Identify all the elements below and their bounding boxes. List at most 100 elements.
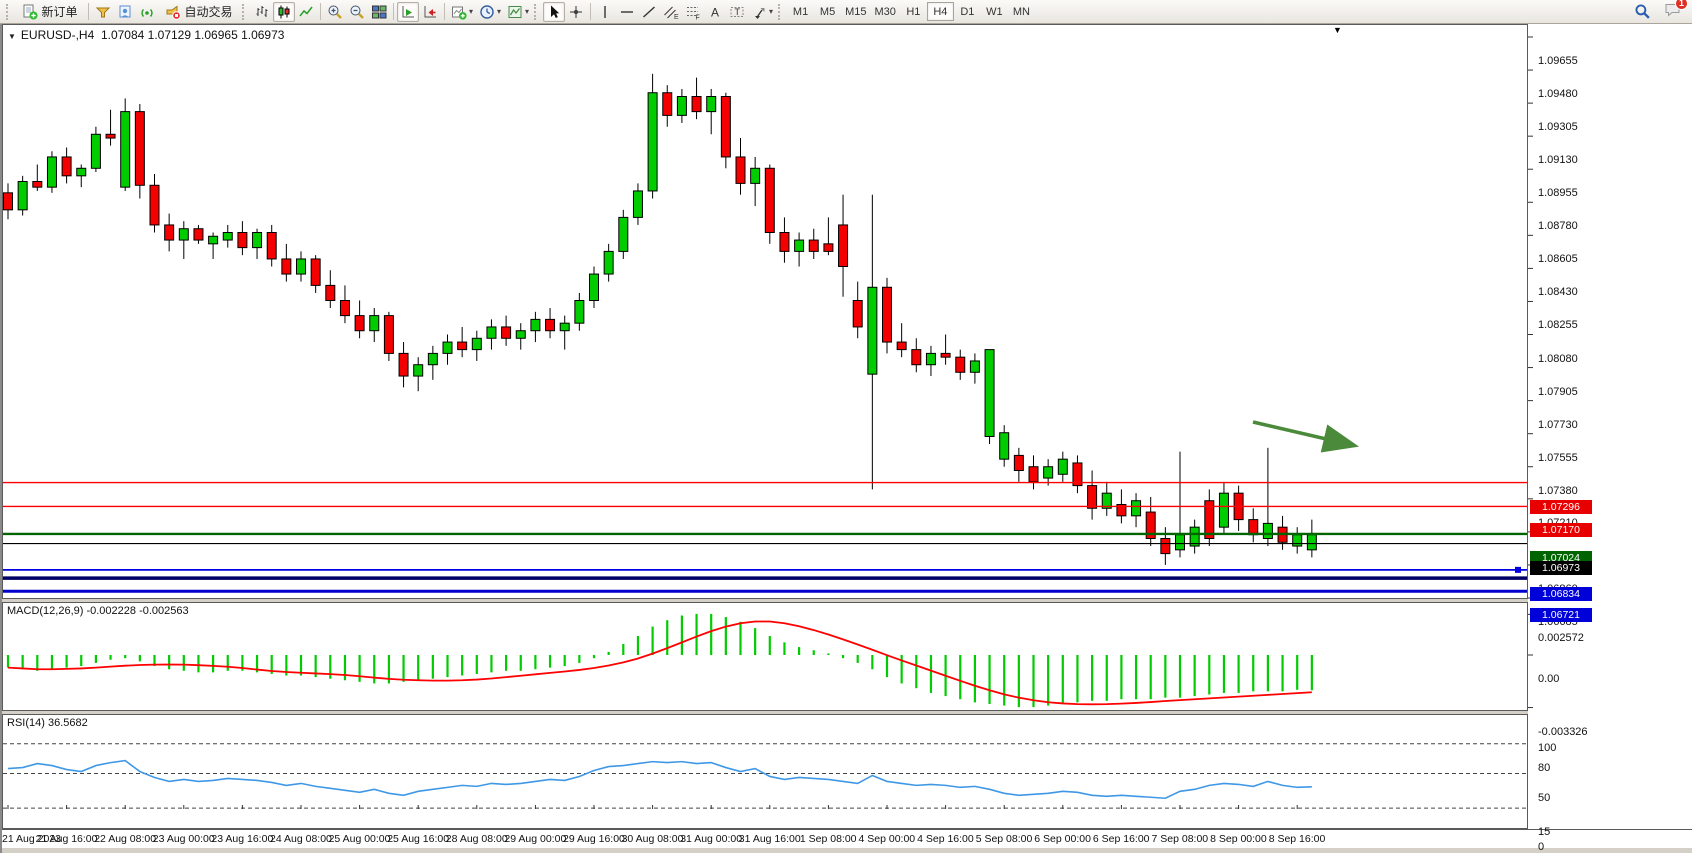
tf-button-MN[interactable]: MN: [1012, 5, 1030, 18]
vertical-line-tool-button[interactable]: [594, 2, 616, 22]
toolbar-separator: [393, 3, 394, 20]
vertical-line-icon: [604, 5, 606, 18]
cursor-icon: [551, 5, 560, 18]
timeframe-group: M1 M5 M15 M30 H1 H4 D1 W1 MN: [787, 2, 1035, 21]
svg-text:F: F: [696, 14, 700, 20]
search-button[interactable]: [1631, 2, 1654, 22]
new-order-icon: [23, 4, 38, 19]
chevron-down-icon: ▾: [769, 7, 774, 16]
chart-window: ▼ EURUSD-,H4 1.07084 1.07129 1.06965 1.06…: [0, 24, 1692, 853]
tile-windows-icon: [372, 5, 387, 18]
candlestick-series: [3, 73, 1317, 565]
toolbar-separator: [320, 3, 321, 20]
chart-shift-button[interactable]: [419, 2, 441, 22]
trend-arrow-annotation[interactable]: [1252, 420, 1360, 453]
toolbar-grip: [6, 3, 11, 20]
rsi-line: [7, 759, 1312, 800]
time-axis-strip: [2, 829, 1692, 848]
macd-histogram: [6, 613, 1313, 708]
zoom-in-icon: [328, 5, 342, 19]
tf-button-H4[interactable]: H4: [926, 2, 954, 21]
tf-button-M1[interactable]: M1: [792, 5, 809, 18]
data-window-icon: [119, 5, 131, 17]
crosshair-tool-button[interactable]: [565, 2, 587, 22]
toolbar-right-group: 1: [1631, 0, 1688, 23]
window-left-edge: [0, 24, 2, 853]
level-line-handle[interactable]: [1515, 566, 1521, 573]
new-order-button[interactable]: 新订单: [15, 2, 85, 22]
tf-button-M5[interactable]: M5: [819, 5, 836, 18]
chevron-down-icon: ▾: [469, 7, 474, 16]
toolbar-grip: [534, 3, 539, 20]
main-toolbar: 新订单 自动交易 ▾ ▾: [0, 0, 1692, 24]
tf-button-D1[interactable]: D1: [960, 5, 975, 18]
templates-button[interactable]: ▾: [504, 2, 532, 22]
autotrading-label: 自动交易: [184, 5, 233, 19]
zoom-out-icon: [350, 5, 364, 19]
arrows-icon: [755, 7, 765, 19]
candlestick-chart-button[interactable]: [273, 1, 295, 22]
market-watch-icon: [95, 7, 111, 17]
chart-canvas[interactable]: [0, 24, 1692, 853]
clock-icon: [480, 4, 494, 19]
market-watch-button[interactable]: [92, 2, 114, 22]
toolbar-grip: [778, 3, 783, 20]
toolbar-separator: [590, 3, 592, 20]
arrows-tool-button[interactable]: ▾: [748, 2, 776, 22]
rsi-panel[interactable]: [2, 714, 1528, 829]
trendline-tool-button[interactable]: [638, 2, 660, 22]
toolbar-grip: [242, 3, 247, 20]
svg-text:E: E: [674, 14, 679, 20]
svg-text:T: T: [735, 7, 741, 17]
candlestick-chart-icon: [278, 5, 290, 18]
tf-button-M15[interactable]: M15: [845, 5, 867, 18]
horizontal-line-tool-button[interactable]: [616, 2, 638, 22]
bar-chart-button[interactable]: [251, 2, 273, 22]
tf-button-M30[interactable]: M30: [874, 5, 896, 18]
navigator-button[interactable]: [136, 2, 158, 22]
tf-button-H1[interactable]: H1: [906, 5, 921, 18]
zoom-in-button[interactable]: [324, 2, 346, 22]
auto-scroll-button[interactable]: [397, 1, 419, 22]
macd-signal-line: [7, 620, 1312, 706]
indicators-icon: [452, 6, 467, 20]
new-order-label: 新订单: [41, 5, 78, 19]
equidistant-channel-icon: E: [664, 6, 679, 20]
periods-button[interactable]: ▾: [476, 2, 504, 22]
toolbar-separator: [444, 3, 445, 20]
notifications-button[interactable]: 1: [1664, 0, 1688, 23]
label-tool-button[interactable]: T: [726, 2, 748, 22]
trendline-icon: [643, 5, 656, 18]
line-chart-icon: [299, 6, 313, 16]
horizontal-line-icon: [621, 10, 634, 13]
notification-count-badge: 1: [1675, 0, 1688, 10]
chart-shift-icon: [424, 5, 436, 17]
bar-chart-icon: [256, 5, 268, 17]
price-chart-panel[interactable]: [2, 24, 1528, 599]
auto-scroll-icon: [402, 5, 414, 17]
chart-template-icon: [508, 5, 522, 18]
crosshair-icon: [570, 5, 583, 18]
channel-tool-button[interactable]: E: [660, 2, 682, 22]
autotrading-button[interactable]: 自动交易: [158, 2, 240, 22]
text-label-icon: T: [730, 6, 744, 17]
svg-text:A: A: [711, 5, 719, 19]
tf-button-W1[interactable]: W1: [986, 5, 1003, 18]
chevron-down-icon: ▾: [525, 7, 530, 16]
data-window-button[interactable]: [114, 2, 136, 22]
fibonacci-tool-button[interactable]: F: [682, 2, 704, 22]
zoom-out-button[interactable]: [346, 2, 368, 22]
tile-windows-button[interactable]: [368, 2, 390, 22]
indicators-button[interactable]: ▾: [448, 2, 476, 22]
text-icon: A: [711, 5, 719, 19]
search-icon: [1635, 4, 1650, 19]
fibonacci-icon: F: [687, 6, 700, 20]
text-tool-button[interactable]: A: [704, 2, 726, 22]
cursor-tool-button[interactable]: [543, 1, 566, 22]
toolbar-separator: [88, 3, 89, 20]
line-chart-button[interactable]: [295, 2, 317, 22]
price-axis-column: [1528, 24, 1692, 829]
autotrading-icon: [166, 5, 182, 20]
chevron-down-icon: ▾: [497, 7, 502, 16]
navigator-icon: [141, 8, 153, 17]
